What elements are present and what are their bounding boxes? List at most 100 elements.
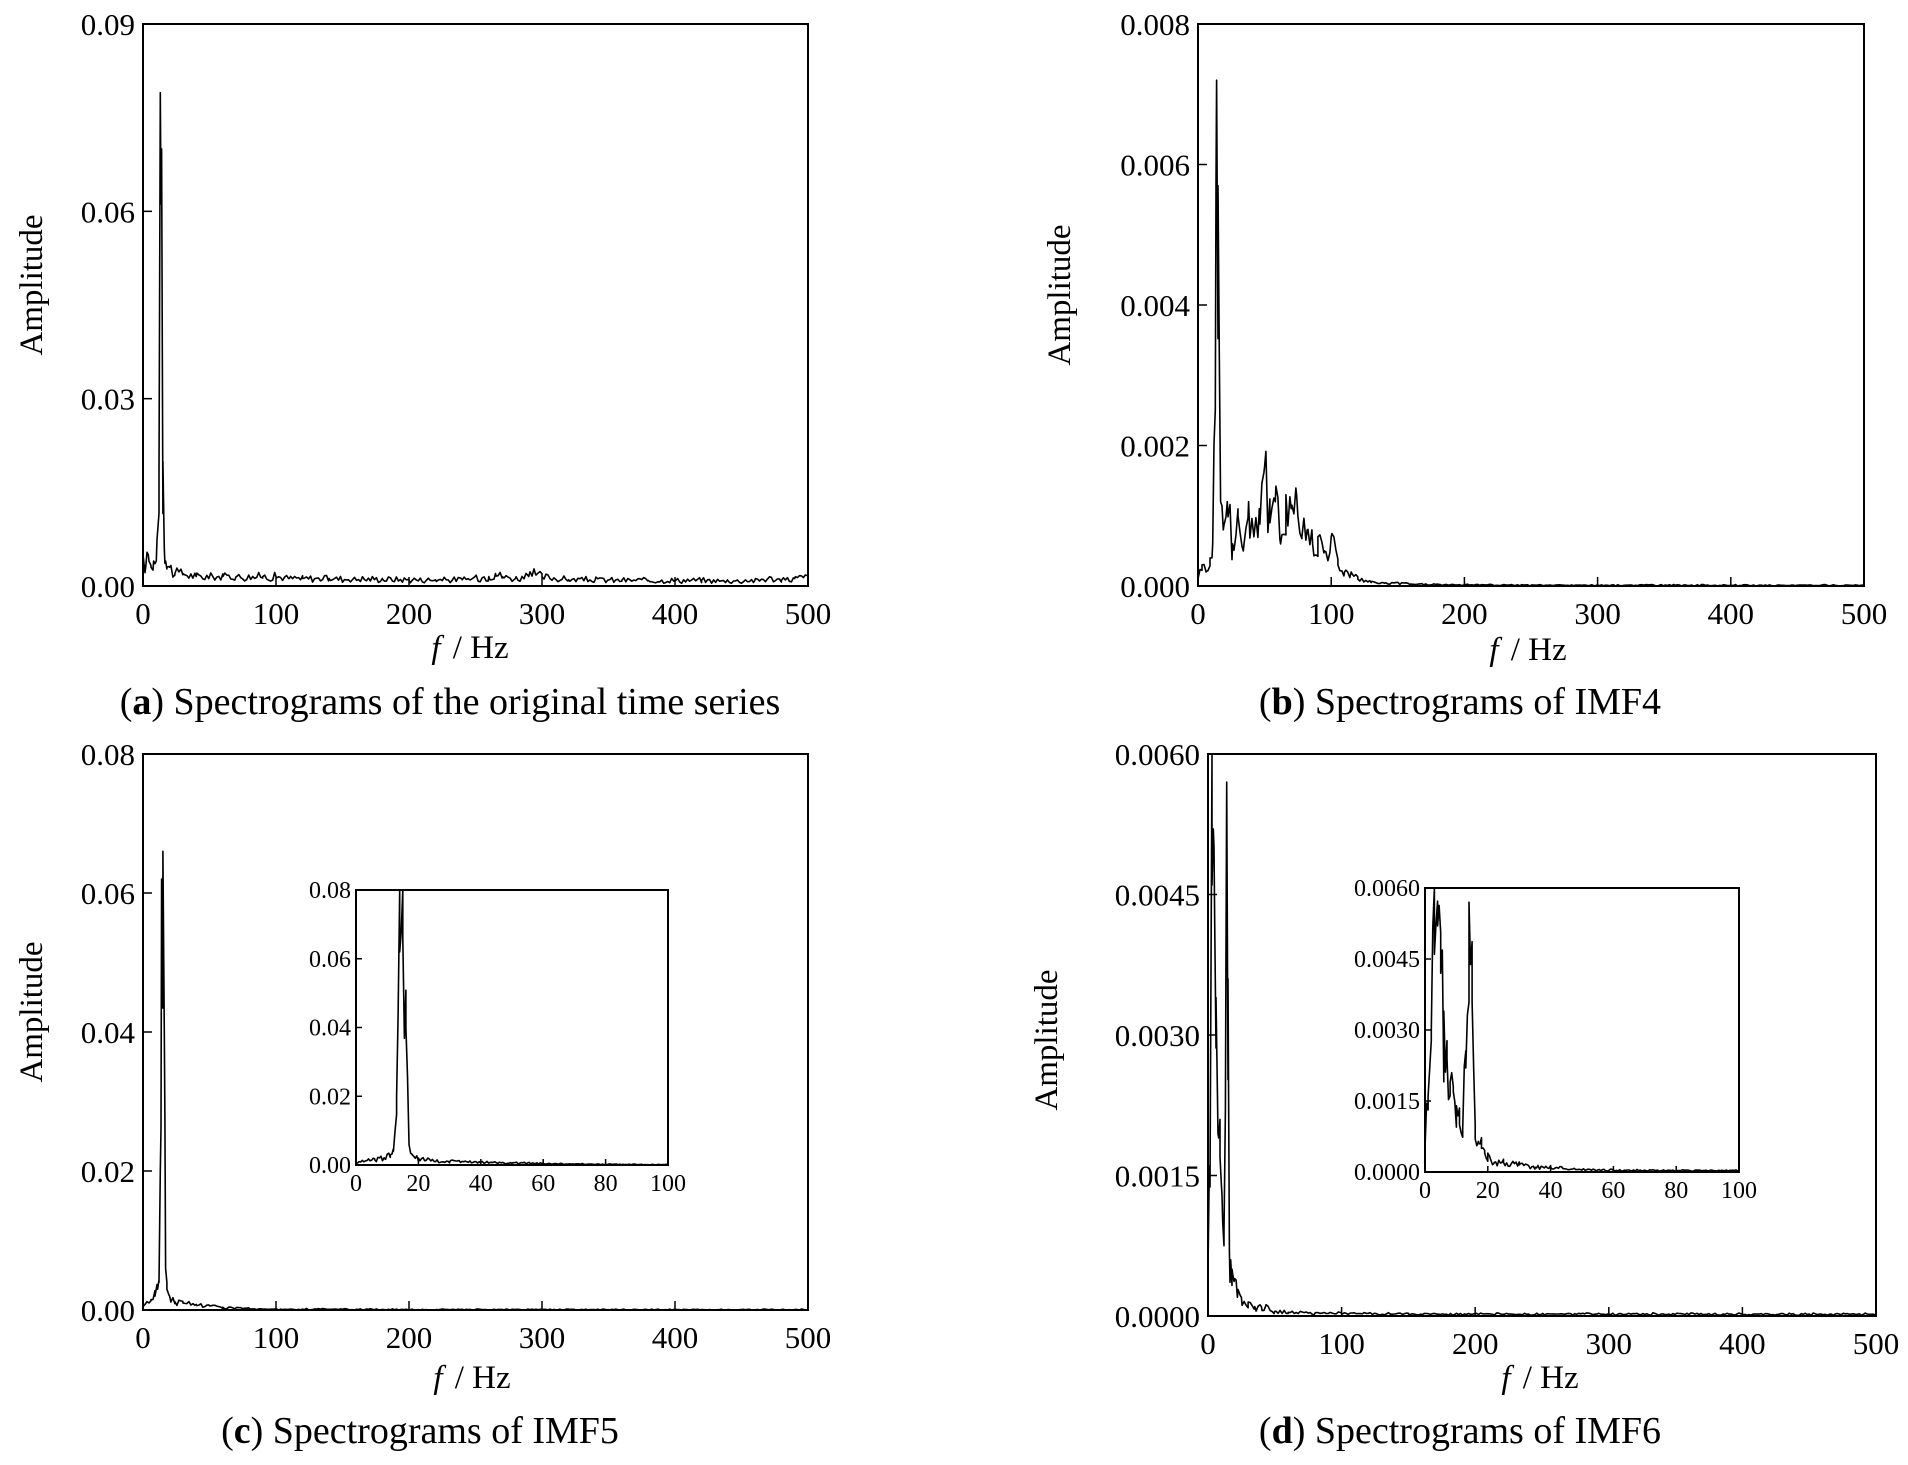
x-tick-label-d: 200 — [1452, 1326, 1499, 1361]
x-tick-label-c-inset: 80 — [594, 1171, 618, 1197]
y-tick-label-a: 0.09 — [81, 7, 135, 42]
plot-area-b: 0 100 200 300 400 500 0.000 0.002 0.004 0.006 0.00… — [1120, 7, 1887, 631]
plot-area-d: 0 100 200 300 400 5000.00000.00150.00300.0045… — [1115, 737, 1900, 1361]
xlabel-f-a: f — [431, 630, 444, 666]
xlabel-f-b: f — [1489, 632, 1502, 668]
x-tick-label-a: 300 — [519, 596, 566, 631]
x-tick-label-a: 500 — [785, 596, 832, 631]
x-tick-label-c: 200 — [386, 1320, 433, 1355]
y-tick-label-d-inset: 0.0060 — [1354, 876, 1420, 902]
inset-chart-c: 0 20 40 60 80 100 0.00 0.02 0.04 0.06 0.08 — [309, 878, 686, 1197]
y-tick-label-b: 0.002 — [1120, 429, 1190, 464]
x-tick-label-c-inset: 20 — [406, 1171, 430, 1197]
x-tick-label-d: 0 — [1200, 1326, 1216, 1361]
x-tick-label-d-inset: 20 — [1476, 1178, 1500, 1204]
x-tick-label-c: 300 — [519, 1320, 566, 1355]
plot-area-c: 0 100 200 300 400 500 0.00 0.02 0.04 0.06 0.08 0 20 4… — [81, 737, 832, 1355]
y-tick-label-b: 0.006 — [1120, 148, 1190, 183]
y-tick-label-b: 0.000 — [1120, 569, 1190, 604]
x-tick-label-c: 500 — [785, 1320, 832, 1355]
panel-a: 0 100 200 300 400 500 0.00 0.03 0.06 0.09 Amplitu… — [14, 7, 831, 723]
y-tick-label-a: 0.00 — [81, 569, 135, 604]
inset-background-d — [1425, 888, 1739, 1172]
y-tick-label-d: 0.0000 — [1115, 1299, 1200, 1334]
x-tick-label-d-inset: 40 — [1539, 1178, 1563, 1204]
xlabel-unit-b: / Hz — [1511, 632, 1567, 668]
x-tick-label-a: 100 — [253, 596, 300, 631]
ylabel-b: Amplitude — [1042, 224, 1078, 365]
plot-area-a: 0 100 200 300 400 500 0.00 0.03 0.06 0.09 — [81, 7, 832, 631]
y-tick-label-d-inset: 0.0015 — [1354, 1089, 1420, 1115]
spectrum-line-d — [1207, 753, 1877, 1317]
caption-letter-c: c — [234, 1410, 251, 1452]
y-tick-label-a: 0.06 — [81, 194, 135, 229]
caption-text-c: Spectrograms of IMF5 — [273, 1410, 619, 1452]
ylabel-d: Amplitude — [1029, 969, 1065, 1110]
y-tick-label-d-inset: 0.0000 — [1354, 1160, 1420, 1186]
caption-letter-a: a — [132, 681, 151, 723]
panel-b: 0 100 200 300 400 500 0.000 0.002 0.004 0.006 0.00… — [1042, 7, 1887, 723]
caption-d: (d) Spectrograms of IMF6 — [1259, 1410, 1661, 1452]
ylabel-c: Amplitude — [14, 941, 50, 1082]
xlabel-unit-d: / Hz — [1523, 1360, 1579, 1396]
x-tick-label-c: 100 — [253, 1320, 300, 1355]
y-tick-label-c: 0.06 — [81, 876, 135, 911]
x-tick-label-b: 0 — [1190, 596, 1206, 631]
x-tick-label-d: 500 — [1853, 1326, 1900, 1361]
x-tick-label-d-inset: 60 — [1601, 1178, 1625, 1204]
x-tick-label-c-inset: 40 — [469, 1171, 493, 1197]
x-tick-label-c-inset: 0 — [350, 1171, 362, 1197]
y-tick-label-c-inset: 0.08 — [309, 878, 351, 904]
caption-a: (a) Spectrograms of the original time se… — [120, 681, 781, 723]
x-tick-label-b: 300 — [1574, 596, 1621, 631]
x-tick-label-c-inset: 100 — [650, 1171, 686, 1197]
y-tick-label-c-inset: 0.06 — [309, 947, 351, 973]
x-tick-label-c: 0 — [135, 1320, 151, 1355]
y-tick-label-c-inset: 0.02 — [309, 1084, 351, 1110]
x-tick-label-c: 400 — [652, 1320, 699, 1355]
spectrum-line-a — [142, 91, 809, 585]
spectrum-line-b — [1197, 79, 1865, 587]
x-tick-label-b: 200 — [1441, 596, 1488, 631]
x-tick-label-a: 0 — [135, 596, 151, 631]
x-tick-label-d-inset: 0 — [1419, 1178, 1431, 1204]
caption-b: (b) Spectrograms of IMF4 — [1259, 681, 1661, 723]
x-tick-label-d: 400 — [1719, 1326, 1766, 1361]
y-tick-label-d: 0.0015 — [1115, 1159, 1200, 1194]
x-tick-label-a: 200 — [386, 596, 433, 631]
caption-letter-d: d — [1272, 1410, 1293, 1452]
ylabel-a: Amplitude — [14, 214, 50, 355]
x-tick-label-d: 100 — [1318, 1326, 1365, 1361]
y-tick-label-c: 0.08 — [81, 737, 135, 772]
panel-d: 0 100 200 300 400 5000.00000.00150.00300.0045… — [1029, 737, 1899, 1452]
y-tick-label-c-inset: 0.04 — [309, 1016, 351, 1042]
x-tick-label-a: 400 — [652, 596, 699, 631]
y-tick-label-c-inset: 0.00 — [309, 1153, 351, 1179]
xlabel-unit-c: / Hz — [455, 1360, 511, 1396]
xlabel-a: f / Hz — [431, 630, 508, 666]
inset-chart-d: 0 20 40 60 80 100 0.0000 0.0015 0.0030 0.0045 0.00… — [1354, 876, 1757, 1204]
x-tick-label-d-inset: 80 — [1664, 1178, 1688, 1204]
x-tick-label-b: 100 — [1308, 596, 1355, 631]
spectrum-line-d-inset — [1424, 887, 1740, 1172]
y-tick-label-b: 0.004 — [1120, 288, 1190, 323]
y-tick-label-a: 0.03 — [81, 382, 135, 417]
xlabel-unit-a: / Hz — [453, 630, 509, 666]
caption-c: (c) Spectrograms of IMF5 — [221, 1410, 619, 1452]
xlabel-d: f / Hz — [1501, 1360, 1578, 1396]
x-tick-label-c-inset: 60 — [531, 1171, 555, 1197]
x-tick-label-d-inset: 100 — [1721, 1178, 1757, 1204]
caption-text-b: Spectrograms of IMF4 — [1315, 681, 1661, 723]
xlabel-f-c: f — [433, 1360, 446, 1396]
plot-frame-a — [142, 23, 809, 587]
caption-text-a: Spectrograms of the original time series — [174, 681, 781, 723]
x-tick-label-b: 400 — [1708, 596, 1755, 631]
y-tick-label-b: 0.008 — [1120, 7, 1190, 42]
y-tick-label-c: 0.00 — [81, 1293, 135, 1328]
xlabel-f-d: f — [1501, 1360, 1514, 1396]
y-tick-label-d-inset: 0.0030 — [1354, 1018, 1420, 1044]
xlabel-c: f / Hz — [433, 1360, 510, 1396]
caption-letter-b: b — [1272, 681, 1293, 723]
x-tick-label-b: 500 — [1841, 596, 1888, 631]
